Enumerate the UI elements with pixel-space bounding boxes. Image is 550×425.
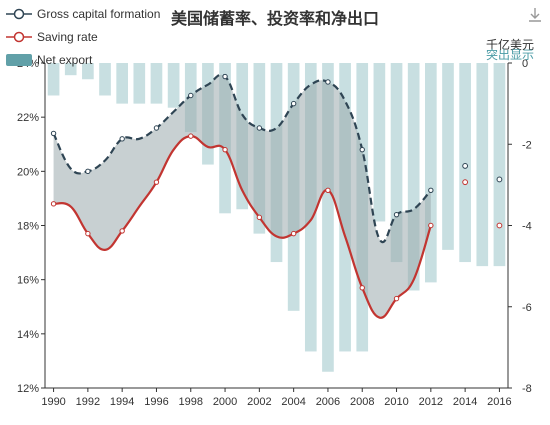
left-tick-label: 16% <box>17 275 39 287</box>
net-export-bar[interactable] <box>99 63 111 96</box>
x-tick-label: 2000 <box>213 396 237 408</box>
x-tick-label: 1994 <box>110 396 134 408</box>
x-tick-label: 2004 <box>281 396 305 408</box>
net-export-bar[interactable] <box>442 63 454 250</box>
left-tick-label: 12% <box>17 383 39 395</box>
gross-capital-point[interactable] <box>428 187 434 193</box>
series-points <box>50 73 503 302</box>
saving-rate-point[interactable] <box>290 230 297 237</box>
gross-capital-point[interactable] <box>325 79 331 85</box>
net-export-bar[interactable] <box>47 63 60 96</box>
saving-rate-point[interactable] <box>359 285 365 291</box>
x-tick-label: 2008 <box>350 396 374 408</box>
gross-capital-point[interactable] <box>188 92 194 99</box>
download-icon[interactable] <box>526 6 544 24</box>
saving-rate-point[interactable] <box>393 295 400 302</box>
saving-rate-point[interactable] <box>222 146 228 153</box>
saving-rate-point[interactable] <box>325 187 331 193</box>
left-tick-label: 14% <box>17 329 39 341</box>
net-export-bar[interactable] <box>150 63 163 104</box>
saving-rate-point[interactable] <box>153 179 160 185</box>
right-axis-unit: 千亿美元 <box>485 38 534 52</box>
left-tick-label: 20% <box>17 166 39 178</box>
saving-rate-point[interactable] <box>188 133 194 139</box>
gross-capital-point[interactable] <box>393 211 400 218</box>
net-export-bar[interactable] <box>116 63 128 104</box>
legend-item-saving-rate[interactable]: Saving rate <box>6 27 160 46</box>
saving-rate-point[interactable] <box>428 222 434 229</box>
net-export-bar[interactable] <box>82 63 94 80</box>
x-tick-label: 1990 <box>41 396 65 408</box>
saving-rate-line[interactable] <box>53 135 432 319</box>
left-tick-label: 18% <box>17 221 39 233</box>
net-export-bar[interactable] <box>425 63 437 283</box>
axes: 12%14%16%18%20%22%24%-8-6-4-201990199219… <box>17 58 532 408</box>
legend: Gross capital formation Saving rate Net … <box>6 4 160 73</box>
gross-capital-point[interactable] <box>359 146 365 153</box>
x-tick-label: 1998 <box>179 396 203 408</box>
legend-item-gross-capital[interactable]: Gross capital formation <box>6 4 160 23</box>
x-tick-label: 2014 <box>453 396 477 408</box>
net-export-bar[interactable] <box>459 63 471 263</box>
net-export-bar[interactable] <box>407 63 420 291</box>
x-tick-label: 2016 <box>487 396 511 408</box>
right-tick-label: -2 <box>522 139 532 151</box>
saving-rate-point[interactable] <box>119 228 125 234</box>
gross-capital-point[interactable] <box>85 168 91 175</box>
left-tick-label: 22% <box>17 112 39 124</box>
x-tick-label: 2006 <box>316 396 340 408</box>
legend-label: Saving rate <box>37 29 98 44</box>
gross-capital-point[interactable] <box>462 163 469 169</box>
legend-line-circle-icon <box>6 30 32 44</box>
saving-rate-point[interactable] <box>462 179 469 186</box>
series-lines <box>52 73 432 319</box>
legend-rect-icon <box>6 53 32 67</box>
right-tick-label: -6 <box>522 302 532 314</box>
net-export-bar[interactable] <box>167 63 180 108</box>
legend-item-net-export[interactable]: Net export <box>6 50 160 69</box>
net-export-bar[interactable] <box>322 63 334 372</box>
chart-title: 美国储蓄率、投资率和净出口 <box>170 11 379 28</box>
right-tick-label: -8 <box>522 383 532 395</box>
x-tick-label: 1996 <box>144 396 168 408</box>
net-export-bar[interactable] <box>64 63 77 76</box>
saving-rate-point[interactable] <box>50 201 57 207</box>
x-tick-label: 2010 <box>384 396 408 408</box>
right-tick-label: 0 <box>522 58 528 70</box>
saving-rate-point[interactable] <box>85 230 91 237</box>
x-tick-label: 2012 <box>419 396 443 408</box>
gross-capital-line[interactable] <box>52 73 432 244</box>
gross-capital-point[interactable] <box>496 176 503 183</box>
legend-line-circle-icon <box>6 7 32 21</box>
x-tick-label: 2002 <box>247 396 271 408</box>
gross-capital-point[interactable] <box>153 125 160 131</box>
net-export-bar[interactable] <box>373 63 386 222</box>
highlight-button[interactable]: 突出显示 <box>485 48 534 62</box>
gross-capital-point[interactable] <box>50 130 57 137</box>
net-export-bar[interactable] <box>133 63 146 104</box>
net-export-bar[interactable] <box>390 63 403 263</box>
gross-capital-point[interactable] <box>256 125 263 131</box>
legend-label: Gross capital formation <box>37 6 161 21</box>
x-tick-label: 1992 <box>76 396 100 408</box>
saving-rate-point[interactable] <box>496 222 503 229</box>
gross-capital-point[interactable] <box>222 73 228 80</box>
saving-rate-point[interactable] <box>256 214 263 221</box>
gross-capital-point[interactable] <box>119 136 125 142</box>
legend-label: Net export <box>37 52 93 67</box>
gross-capital-point[interactable] <box>290 100 297 107</box>
right-tick-label: -4 <box>522 221 532 233</box>
net-export-bar[interactable] <box>493 63 506 267</box>
net-export-bar[interactable] <box>476 63 489 267</box>
